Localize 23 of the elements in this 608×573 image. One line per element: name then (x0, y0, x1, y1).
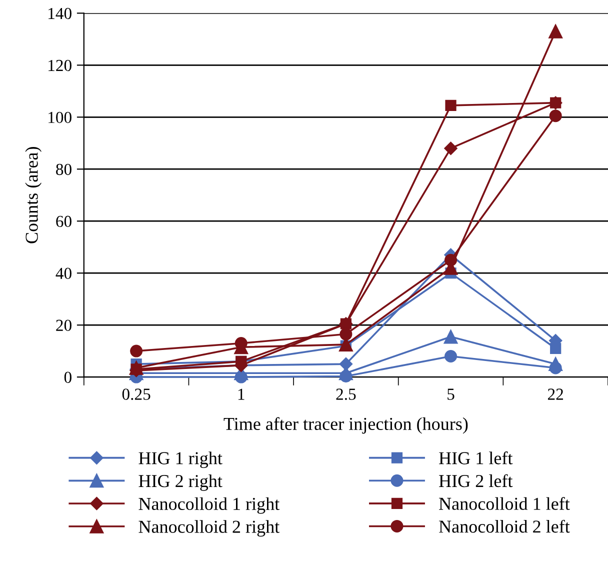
y-tick-label: 60 (56, 216, 72, 228)
y-tick-label: 120 (48, 60, 72, 72)
y-axis-title: Counts (area) (25, 147, 42, 244)
x-tick-label: 2.5 (336, 388, 356, 400)
y-tick-label: 0 (64, 372, 72, 383)
legend-label: Nanocolloid 2 right (138, 520, 280, 537)
y-tick-label: 40 (56, 268, 72, 280)
legend-label: HIG 2 left (439, 474, 513, 488)
y-tick-label: 140 (48, 8, 72, 20)
legend-label: Nanocolloid 1 right (138, 497, 280, 514)
legend-label: HIG 1 right (138, 452, 222, 468)
legend-label: Nanocolloid 1 left (439, 497, 570, 510)
y-tick-label: 100 (48, 112, 72, 124)
legend-label: HIG 2 right (138, 474, 222, 491)
legend-label: Nanocolloid 2 left (439, 520, 570, 533)
x-tick-label: 5 (448, 388, 454, 400)
x-axis-title: Time after tracer injection (hours) (224, 417, 468, 434)
y-tick-label: 20 (56, 320, 72, 331)
y-tick-label: 80 (56, 164, 72, 176)
legend-label: HIG 1 left (439, 451, 513, 464)
x-tick-label: 22 (548, 388, 564, 400)
x-tick-label: 1 (238, 388, 244, 400)
x-tick-label: 0.25 (122, 388, 150, 400)
